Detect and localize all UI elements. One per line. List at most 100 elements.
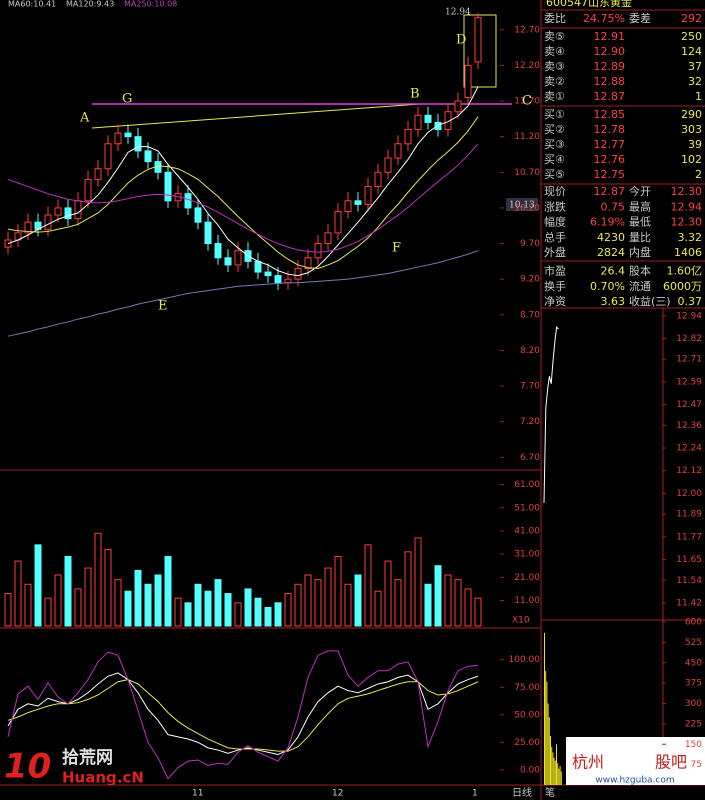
- candle-body: [344, 200, 352, 212]
- quote-text: 买⑤: [544, 168, 565, 181]
- y-tick-label: 75: [691, 760, 702, 770]
- volume-bar: [44, 597, 52, 627]
- y-tick-label: 375: [685, 679, 702, 689]
- candle-body: [274, 275, 282, 284]
- legend-entry: MA60:10.41: [8, 0, 56, 9]
- y-tick-label: 12.71: [676, 355, 702, 365]
- y-tick-label: 11.65: [676, 555, 702, 565]
- intraday-volume-bar: [554, 760, 556, 785]
- candle-body: [454, 100, 462, 113]
- candle-body: [284, 278, 292, 284]
- quote-text: 最高: [629, 199, 651, 213]
- volume-bar: [344, 583, 352, 627]
- quote-text: 292: [681, 12, 702, 25]
- y-tick-label: 11.42: [676, 598, 702, 608]
- candle-body: [214, 243, 222, 259]
- quote-text: 12.75: [594, 168, 626, 181]
- quote-text: 股本: [629, 264, 651, 278]
- quote-text: 12.89: [594, 60, 626, 73]
- volume-bar: [194, 583, 202, 627]
- annotation: D: [456, 33, 466, 48]
- y-tick-label: 9.70: [520, 239, 540, 249]
- volume-bar: [14, 560, 22, 627]
- volume-bar: [314, 579, 322, 627]
- candle-body: [384, 157, 392, 173]
- intraday-volume-bar: [548, 717, 550, 785]
- intraday-volume-bar: [558, 768, 560, 785]
- candle-body: [304, 257, 312, 269]
- volume-bar: [354, 574, 362, 627]
- y-tick-label: 7.70: [520, 382, 540, 392]
- quote-text: 12.88: [594, 75, 626, 88]
- quote-text: 290: [681, 108, 702, 121]
- quote-text: 最低: [629, 216, 651, 229]
- quote-text: 流通: [629, 279, 651, 293]
- y-tick-label: 12.47: [676, 400, 702, 410]
- quote-text: 26.4: [601, 265, 626, 278]
- candle-body: [134, 136, 142, 152]
- volume-bar: [54, 574, 62, 627]
- y-tick-label: 75.00: [514, 683, 540, 693]
- annotation: G: [122, 92, 132, 107]
- quote-text: 2824: [597, 246, 625, 259]
- unit-label: X10: [512, 616, 530, 626]
- quote-text: 卖①: [544, 90, 565, 103]
- candle-body: [184, 193, 192, 209]
- quote-text: 12.87: [594, 185, 626, 198]
- x-tick-label: 1: [472, 789, 478, 799]
- volume-bar: [464, 588, 472, 627]
- y-tick-label: 12.59: [676, 377, 702, 387]
- annotation: F: [392, 241, 401, 256]
- quote-text: 24.75%: [583, 12, 625, 25]
- y-tick-label: 12.70: [514, 25, 540, 35]
- y-tick-label: 8.20: [520, 346, 540, 356]
- y-tick-label: 10.70: [514, 168, 540, 178]
- quote-text: 卖④: [544, 45, 565, 58]
- candle-body: [24, 221, 32, 234]
- quote-text: 12.30: [671, 216, 703, 229]
- quote-text: 12.91: [594, 30, 626, 43]
- quote-text: 12.30: [671, 185, 703, 198]
- candle-body: [64, 207, 72, 220]
- candle-body: [424, 114, 432, 123]
- candle-body: [74, 200, 82, 220]
- volume-bar: [394, 579, 402, 627]
- watermark-box: [566, 737, 705, 785]
- candle-body: [264, 271, 272, 277]
- moving-average: [7, 86, 479, 277]
- quote-text: 12.76: [594, 153, 626, 166]
- y-tick-label: 225: [685, 719, 702, 729]
- quote-text: 现价: [544, 185, 566, 198]
- quote-text: 12.94: [671, 200, 703, 213]
- y-tick-label: 11.00: [514, 596, 540, 606]
- volume-bar: [424, 583, 432, 627]
- volume-bar: [374, 590, 382, 627]
- quote-text: 卖⑤: [544, 30, 565, 43]
- volume-bar: [334, 555, 342, 627]
- quote-text: 涨跌: [544, 199, 566, 213]
- y-tick-label: 150: [685, 740, 702, 750]
- annotation: C: [522, 94, 532, 109]
- quote-text: 净资: [544, 294, 566, 308]
- y-tick-label: 300: [685, 699, 702, 709]
- annotation: A: [79, 111, 90, 126]
- y-tick-label: 12.00: [676, 489, 702, 499]
- y-tick-label: 10.20: [514, 203, 540, 213]
- candle-body: [414, 114, 422, 131]
- annotation: E: [158, 299, 168, 314]
- y-tick-label: 12.24: [676, 444, 702, 454]
- quote-text: 2: [695, 168, 702, 181]
- y-tick-label: 31.00: [514, 550, 540, 560]
- annotation: 12.94: [445, 8, 471, 18]
- candle-body: [374, 171, 382, 188]
- quote-text: 102: [681, 153, 702, 166]
- intraday-volume-bar: [552, 752, 554, 785]
- volume-bar: [114, 579, 122, 627]
- candle-body: [144, 150, 152, 163]
- y-tick-label: 51.00: [514, 503, 540, 513]
- candle-body: [114, 132, 122, 145]
- volume-bar: [294, 583, 302, 627]
- volume-bar: [384, 560, 392, 627]
